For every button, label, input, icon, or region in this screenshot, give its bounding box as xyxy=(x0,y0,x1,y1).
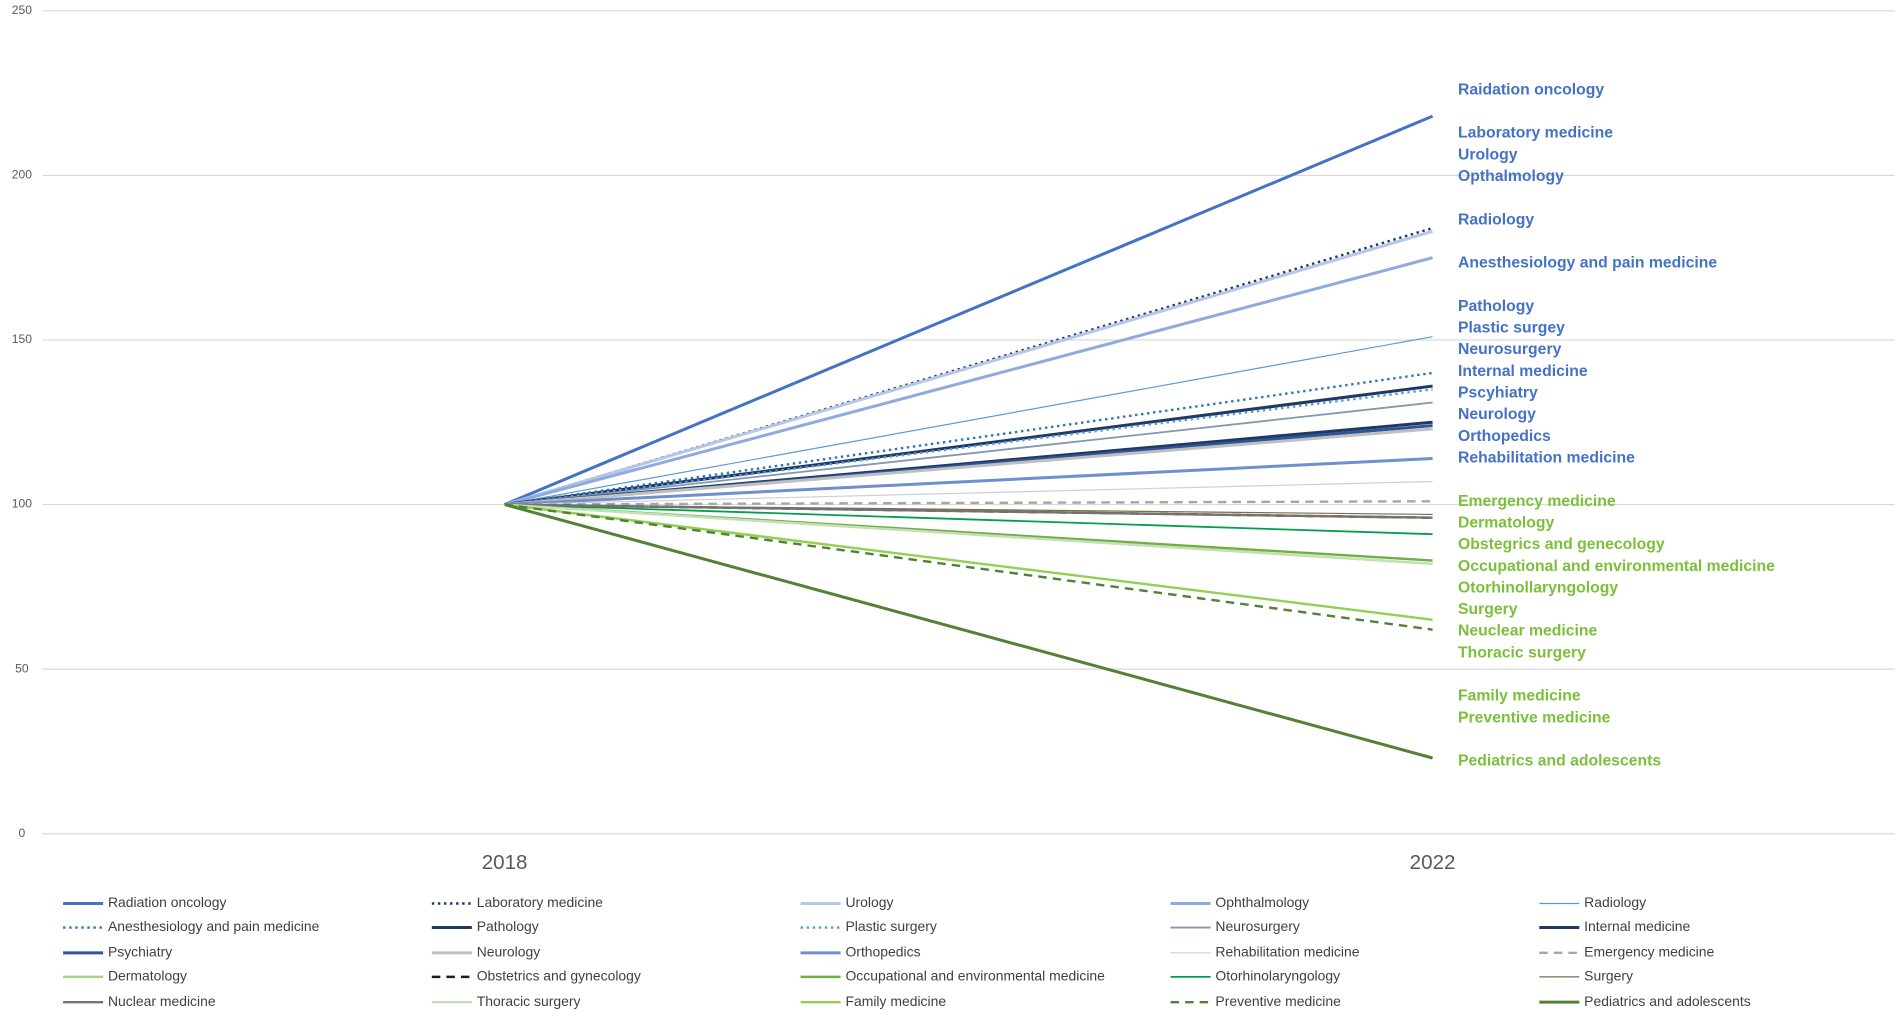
annotation: Laboratory medicine xyxy=(1458,125,1613,142)
series-line xyxy=(504,480,1433,506)
legend-label: Pediatrics and adolescents xyxy=(1584,993,1751,1009)
series-line xyxy=(504,500,1433,506)
legend-label: Psychiatry xyxy=(108,944,172,960)
legend-label: Plastic surgery xyxy=(845,918,936,934)
y-tick-label: 100 xyxy=(12,497,33,511)
x-tick-label: 2018 xyxy=(482,851,528,874)
series-line xyxy=(504,503,1433,536)
annotation: Otorhinollaryngology xyxy=(1458,579,1618,596)
annotation: Obstegrics and genecology xyxy=(1458,536,1665,553)
series-line xyxy=(504,503,1433,760)
series-line xyxy=(504,256,1433,507)
series-line xyxy=(504,427,1433,507)
annotation: Occupational and environmental medicine xyxy=(1458,558,1775,575)
annotation: Emergency medicine xyxy=(1458,493,1616,510)
legend-label: Dermatology xyxy=(108,968,187,984)
series-line xyxy=(504,503,1433,566)
annotation: Pediatrics and adolescents xyxy=(1458,753,1661,770)
legend-label: Anesthesiology and pain medicine xyxy=(108,918,320,934)
annotation: Pathology xyxy=(1458,298,1534,315)
legend-label: Obstetrics and gynecology xyxy=(477,968,641,984)
series-line xyxy=(504,226,1433,506)
legend-label: Preventive medicine xyxy=(1215,993,1341,1009)
legend-label: Laboratory medicine xyxy=(477,894,604,910)
legend-label: Otorhinolaryngology xyxy=(1215,968,1340,984)
series-line xyxy=(504,503,1433,631)
annotation: Urology xyxy=(1458,146,1518,163)
legend-label: Radiology xyxy=(1584,894,1646,910)
series-line xyxy=(504,388,1433,506)
legend-label: Rehabilitation medicine xyxy=(1215,944,1359,960)
legend-label: Emergency medicine xyxy=(1584,944,1714,960)
annotation: Internal medicine xyxy=(1458,363,1588,380)
series-line xyxy=(504,503,1433,621)
annotation: Plastic surgey xyxy=(1458,320,1565,337)
annotation: Radiology xyxy=(1458,211,1534,228)
series-line xyxy=(504,456,1433,507)
legend-label: Neurology xyxy=(477,944,541,960)
x-tick-label: 2022 xyxy=(1410,851,1456,874)
legend-label: Neurosurgery xyxy=(1215,918,1299,934)
series-line xyxy=(504,384,1433,507)
series-line xyxy=(504,401,1433,506)
legend-label: Ophthalmology xyxy=(1215,894,1309,910)
annotation: Dermatology xyxy=(1458,515,1555,532)
annotation: Preventive medicine xyxy=(1458,709,1611,726)
legend-label: Internal medicine xyxy=(1584,918,1690,934)
y-tick-label: 50 xyxy=(15,661,29,675)
legend-label: Nuclear medicine xyxy=(108,993,216,1009)
legend-label: Family medicine xyxy=(845,993,946,1009)
legend-label: Occupational and environmental medicine xyxy=(845,968,1105,984)
legend-label: Orthopedics xyxy=(845,944,920,960)
series-line xyxy=(504,371,1433,506)
series-line xyxy=(504,229,1433,507)
series-line xyxy=(504,503,1433,519)
y-tick-label: 150 xyxy=(12,332,33,346)
annotation: Neurosurgery xyxy=(1458,341,1562,358)
legend-label: Thoracic surgery xyxy=(477,993,581,1009)
annotation: Opthalmology xyxy=(1458,168,1564,185)
annotation: Surgery xyxy=(1458,601,1518,618)
annotation: Rehabilitation medicine xyxy=(1458,450,1635,467)
annotation: Orthopedics xyxy=(1458,428,1551,445)
legend-label: Radiation oncology xyxy=(108,894,227,910)
legend-label: Surgery xyxy=(1584,968,1633,984)
annotation: Pscyhiatry xyxy=(1458,385,1538,402)
y-tick-label: 200 xyxy=(12,168,33,182)
annotation: Raidation oncology xyxy=(1458,81,1604,98)
y-tick-label: 0 xyxy=(18,826,25,840)
annotation: Anesthesiology and pain medicine xyxy=(1458,255,1717,272)
annotation: Neuclear medicine xyxy=(1458,623,1597,640)
annotation: Thoracic surgery xyxy=(1458,644,1586,661)
series-line xyxy=(504,114,1434,506)
series-line xyxy=(504,336,1433,506)
annotation: Family medicine xyxy=(1458,688,1581,705)
annotation: Neurology xyxy=(1458,406,1536,423)
y-tick-label: 250 xyxy=(12,3,33,17)
legend-label: Urology xyxy=(845,894,893,910)
legend-label: Pathology xyxy=(477,918,539,934)
